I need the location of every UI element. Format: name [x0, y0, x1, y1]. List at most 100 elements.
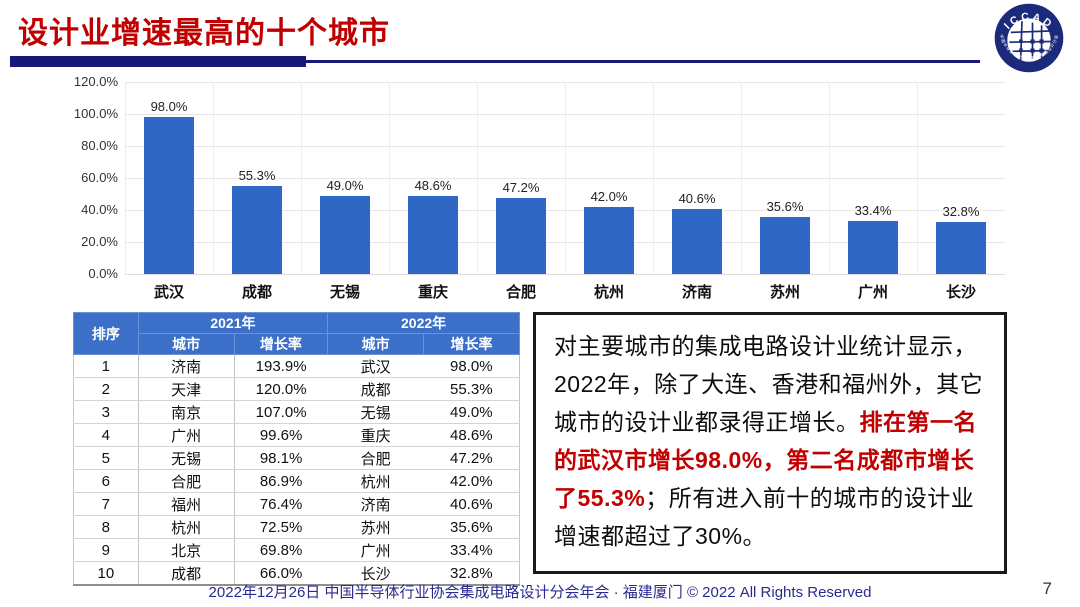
- table-cell: 8: [73, 515, 139, 539]
- bar: [760, 217, 810, 274]
- table-header-sub: 增长率: [423, 333, 520, 355]
- table-cell: 7: [73, 492, 139, 516]
- x-axis-labels: 武汉 成都 无锡 重庆 合肥 杭州 济南 苏州 广州 长沙: [125, 281, 1005, 302]
- table-row: 4 广州 99.6% 重庆 48.6%: [73, 423, 520, 447]
- table-cell: 99.6%: [233, 423, 328, 447]
- table-cell: 合肥: [137, 469, 235, 493]
- table-cell: 杭州: [327, 469, 424, 493]
- table-cell: 成都: [327, 377, 424, 401]
- bar: [144, 117, 194, 274]
- bar-slot: 98.0%: [125, 82, 213, 274]
- bar-value-label: 47.2%: [502, 180, 540, 196]
- table-cell: 40.6%: [423, 492, 520, 516]
- table-cell: 北京: [137, 538, 235, 562]
- table-cell: 69.8%: [233, 538, 328, 562]
- x-axis-category-label: 武汉: [153, 284, 184, 301]
- title-underline-thin: [306, 60, 980, 63]
- table-cell: 天津: [137, 377, 235, 401]
- table-cell: 武汉: [327, 354, 424, 378]
- table-cell: 98.1%: [233, 446, 328, 470]
- table-header-year: 2021年: [137, 312, 329, 334]
- table-cell: 55.3%: [423, 377, 520, 401]
- table-cell: 重庆: [327, 423, 424, 447]
- summary-plain-text: ；所有进入前十的城市的设计业增速都超过了30%。: [554, 485, 975, 549]
- table-cell: 1: [73, 354, 139, 378]
- y-axis-tick-label: 20.0%: [81, 234, 118, 249]
- y-axis-tick-label: 60.0%: [81, 170, 118, 185]
- table-cell: 广州: [327, 538, 424, 562]
- table-header-year: 2022年: [327, 312, 520, 334]
- table-header: 排序 2021年 2022年 城市 增长率 城市 增长率: [73, 312, 520, 355]
- table-cell: 广州: [137, 423, 235, 447]
- iccad-logo-icon: ICCAD 中国半导体行业协会集成电路设计分会: [994, 3, 1064, 73]
- bar-value-label: 40.6%: [678, 191, 716, 207]
- table-row: 7 福州 76.4% 济南 40.6%: [73, 492, 520, 516]
- bar: [408, 196, 458, 274]
- bar-slot: 48.6%: [389, 82, 477, 274]
- table-header-sub: 增长率: [233, 333, 329, 355]
- table-cell: 35.6%: [423, 515, 520, 539]
- summary-plain-text: 对主要城市的集成电路设计业统计显示，2022年，除了大连、香港和福州外，其它城市…: [554, 333, 984, 435]
- table-cell: 成都: [137, 561, 235, 586]
- bar: [848, 220, 898, 274]
- x-axis-category-label: 苏州: [769, 284, 800, 301]
- table-cell: 长沙: [327, 561, 424, 586]
- plot-area: 98.0% 55.3% 49.0% 48.6% 47.2% 42.0% 40.6% 35.6%…: [125, 82, 1005, 275]
- table-cell: 120.0%: [233, 377, 328, 401]
- x-axis-category-label: 济南: [681, 284, 712, 301]
- bars-container: 98.0% 55.3% 49.0% 48.6% 47.2% 42.0% 40.6% 35.6%…: [125, 82, 1005, 274]
- x-axis-category-label: 长沙: [945, 284, 976, 301]
- bar-value-label: 33.4%: [854, 202, 892, 218]
- table-cell: 5: [73, 446, 139, 470]
- table-row: 5 无锡 98.1% 合肥 47.2%: [73, 446, 520, 470]
- summary-text-box: 对主要城市的集成电路设计业统计显示，2022年，除了大连、香港和福州外，其它城市…: [533, 312, 1007, 574]
- table-cell: 48.6%: [423, 423, 520, 447]
- table-header-rank: 排序: [73, 312, 139, 355]
- bar-slot: 35.6%: [741, 82, 829, 274]
- bar-value-label: 32.8%: [942, 203, 980, 219]
- x-axis-category-label: 成都: [241, 284, 272, 301]
- bar-slot: 33.4%: [829, 82, 917, 274]
- bar: [672, 209, 722, 274]
- table-cell: 6: [73, 469, 139, 493]
- bar: [232, 185, 282, 274]
- y-axis-tick-label: 0.0%: [88, 266, 118, 281]
- table-row: 1 济南 193.9% 武汉 98.0%: [73, 354, 520, 378]
- table-cell: 10: [73, 561, 139, 586]
- table-cell: 72.5%: [233, 515, 328, 539]
- footer-text: 2022年12月26日 中国半导体行业协会集成电路设计分会年会 · 福建厦门 ©…: [208, 584, 872, 601]
- title-underline-thick: [10, 56, 306, 67]
- table-cell: 107.0%: [233, 400, 328, 424]
- x-axis-category-label: 杭州: [593, 284, 624, 301]
- bar: [584, 206, 634, 274]
- table-row: 9 北京 69.8% 广州 33.4%: [73, 538, 520, 562]
- table-cell: 49.0%: [423, 400, 520, 424]
- y-axis-tick-label: 40.0%: [81, 202, 118, 217]
- page-title: 设计业增速最高的十个城市: [18, 17, 390, 50]
- bar-value-label: 49.0%: [326, 177, 364, 193]
- table-cell: 南京: [137, 400, 235, 424]
- table-cell: 66.0%: [233, 561, 328, 586]
- bar-slot: 47.2%: [477, 82, 565, 274]
- bar-slot: 55.3%: [213, 82, 301, 274]
- bar-slot: 32.8%: [917, 82, 1005, 274]
- table-cell: 杭州: [137, 515, 235, 539]
- bar-slot: 42.0%: [565, 82, 653, 274]
- x-axis-category-label: 广州: [857, 284, 888, 301]
- x-axis-category-label: 合肥: [505, 284, 536, 301]
- x-axis-category-label: 无锡: [329, 284, 360, 301]
- summary-emphasis-text: 排在第一名的武汉市增长98.0%，第二名成都市增长了55.3%: [554, 409, 977, 511]
- table-cell: 3: [73, 400, 139, 424]
- table-header-sub: 城市: [327, 333, 425, 355]
- table-cell: 47.2%: [423, 446, 520, 470]
- bar-value-label: 98.0%: [150, 99, 188, 115]
- table-cell: 无锡: [137, 446, 235, 470]
- table-header-sub: 城市: [137, 333, 235, 355]
- summary-text: 对主要城市的集成电路设计业统计显示，2022年，除了大连、香港和福州外，其它城市…: [554, 327, 988, 555]
- table-cell: 42.0%: [423, 469, 520, 493]
- bar-value-label: 55.3%: [238, 167, 276, 183]
- y-axis-tick-label: 100.0%: [73, 106, 118, 121]
- y-axis-tick-label: 120.0%: [73, 74, 118, 89]
- bar: [496, 198, 546, 274]
- table-cell: 193.9%: [233, 354, 328, 378]
